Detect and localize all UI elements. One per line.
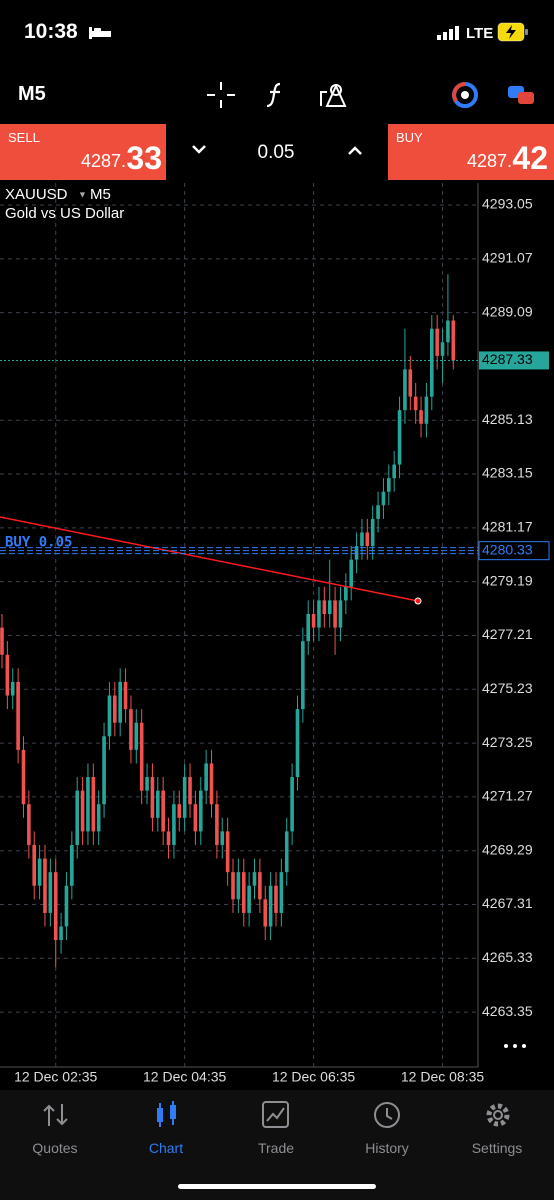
symbol-menu[interactable]: ▼ xyxy=(78,189,87,199)
x-tick-label: 12 Dec 02:35 xyxy=(14,1069,97,1085)
crosshair-button[interactable] xyxy=(205,80,237,110)
volume-down[interactable] xyxy=(190,143,208,157)
y-tick-label: 4269.29 xyxy=(482,841,533,857)
tab-label[interactable]: Trade xyxy=(257,1140,295,1156)
clock: 10:38 xyxy=(24,20,78,43)
objects-button[interactable] xyxy=(318,80,348,110)
symbol: XAUUSD xyxy=(5,186,68,203)
signal-icon xyxy=(437,26,459,40)
trend-line-handle xyxy=(414,597,422,605)
tab-label[interactable]: Settings xyxy=(471,1140,523,1156)
x-tick-label: 12 Dec 06:35 xyxy=(272,1069,355,1085)
trade-button[interactable] xyxy=(451,81,481,109)
y-tick-label: 4263.35 xyxy=(482,1003,533,1019)
buy-price-main: 4287. xyxy=(466,151,512,171)
sell-label: SELL xyxy=(8,130,40,145)
y-tick-label: 4285.13 xyxy=(482,411,533,427)
y-tick-label: 4271.27 xyxy=(482,788,533,804)
y-tick-label: 4267.31 xyxy=(482,895,533,911)
menu-dot[interactable] xyxy=(504,1044,508,1048)
y-tick-label: 4281.17 xyxy=(482,519,533,535)
y-tick-label: 4283.15 xyxy=(482,465,533,481)
volume[interactable]: 0.05 xyxy=(257,142,295,163)
quotes-icon[interactable] xyxy=(40,1100,72,1130)
menu-dot[interactable] xyxy=(522,1044,526,1048)
home-indicator xyxy=(178,1184,376,1189)
chart: 12 Dec 08:35 12 Dec 06:35 12 Dec 04:35 12 D… xyxy=(0,183,550,1085)
trend-line xyxy=(0,516,419,602)
chart-timeframe: M5 xyxy=(90,186,111,203)
chart-icon[interactable] xyxy=(152,1100,182,1130)
timeframe-button[interactable]: M5 xyxy=(18,83,46,105)
buy-label: BUY xyxy=(396,130,423,145)
tab-label[interactable]: Chart xyxy=(148,1140,184,1156)
y-tick-label: 4291.07 xyxy=(482,250,533,266)
y-tick-label: 4277.21 xyxy=(482,626,533,642)
chart-subtitle: Gold vs US Dollar xyxy=(5,205,124,222)
order-price: 4280.33 xyxy=(482,541,533,557)
tab-label[interactable]: History xyxy=(365,1140,409,1156)
buy-button[interactable]: BUY 4287. 42 xyxy=(388,124,554,180)
buy-price-pips: 42 xyxy=(512,140,548,176)
x-tick-label: 12 Dec 08:35 xyxy=(401,1069,484,1085)
battery-icon xyxy=(497,22,528,42)
bid-label: 4287.33 xyxy=(482,351,533,367)
y-tick-label: 4275.23 xyxy=(482,680,533,696)
tab-bar xyxy=(0,1090,554,1200)
sell-button[interactable]: SELL 4287. 33 xyxy=(0,124,166,180)
network: LTE xyxy=(466,25,494,42)
y-tick-label: 4265.33 xyxy=(482,949,533,965)
one-click-button[interactable] xyxy=(506,82,536,108)
sell-price-main: 4287. xyxy=(80,151,126,171)
sell-price-pips: 33 xyxy=(126,140,162,176)
y-tick-label: 4289.09 xyxy=(482,303,533,319)
history-icon[interactable] xyxy=(371,1100,403,1130)
y-tick-label: 4273.25 xyxy=(482,734,533,750)
tab-label[interactable]: Quotes xyxy=(32,1140,78,1156)
volume-up[interactable] xyxy=(346,143,364,157)
indicators-button[interactable] xyxy=(264,80,288,110)
menu-dot[interactable] xyxy=(513,1044,517,1048)
order-label: BUY 0.05 xyxy=(5,535,72,551)
settings-icon[interactable] xyxy=(482,1100,514,1130)
trade-icon[interactable] xyxy=(261,1100,291,1130)
sleep-icon xyxy=(89,27,111,39)
order-price-box xyxy=(478,541,550,561)
bid-label-box xyxy=(479,351,549,370)
y-tick-label: 4293.05 xyxy=(482,196,533,212)
y-tick-label: 4279.19 xyxy=(482,572,533,588)
x-tick-label: 12 Dec 04:35 xyxy=(143,1069,226,1085)
